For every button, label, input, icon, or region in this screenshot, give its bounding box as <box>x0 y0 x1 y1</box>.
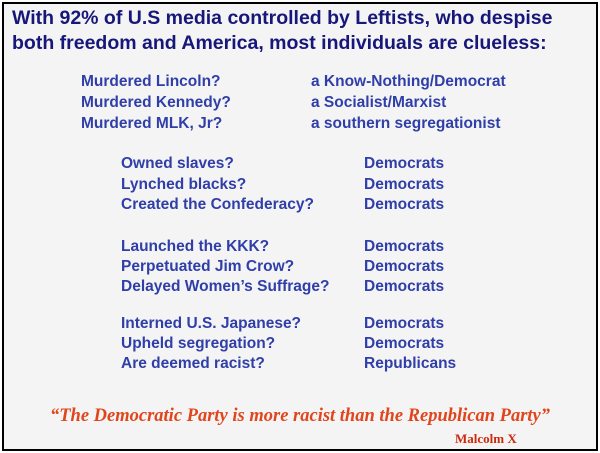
question: Launched the KKK? <box>121 238 270 255</box>
question: Interned U.S. Japanese? <box>121 315 302 332</box>
answer: a Know-Nothing/Democrat <box>311 73 506 90</box>
headline-line-2: both freedom and America, most individua… <box>12 32 547 54</box>
answer: Republicans <box>364 355 457 372</box>
question: Murdered Kennedy? <box>81 94 231 111</box>
answer: Democrats <box>364 335 445 352</box>
answer: Democrats <box>364 278 445 295</box>
answer: Democrats <box>364 258 445 275</box>
question: Perpetuated Jim Crow? <box>121 258 295 275</box>
question: Upheld segregation? <box>121 335 276 352</box>
question: Are deemed racist? <box>121 355 265 372</box>
answer: Democrats <box>364 238 445 255</box>
question: Delayed Women’s Suffrage? <box>121 278 330 295</box>
answer: Democrats <box>364 315 445 332</box>
answer: Democrats <box>364 155 445 172</box>
answer: a southern segregationist <box>311 115 501 132</box>
headline-line-1: With 92% of U.S media controlled by Left… <box>12 7 553 29</box>
answer: Democrats <box>364 176 445 193</box>
quote: “The Democratic Party is more racist tha… <box>50 406 550 426</box>
question: Created the Confederacy? <box>121 196 314 213</box>
question: Lynched blacks? <box>121 176 247 193</box>
question: Owned slaves? <box>121 155 234 172</box>
headline: With 92% of U.S media controlled by Left… <box>12 6 592 56</box>
question: Murdered Lincoln? <box>81 73 221 90</box>
quote-author: Malcolm X <box>455 431 517 446</box>
question: Murdered MLK, Jr? <box>81 115 223 132</box>
answer: Democrats <box>364 196 445 213</box>
answer: a Socialist/Marxist <box>311 94 447 111</box>
